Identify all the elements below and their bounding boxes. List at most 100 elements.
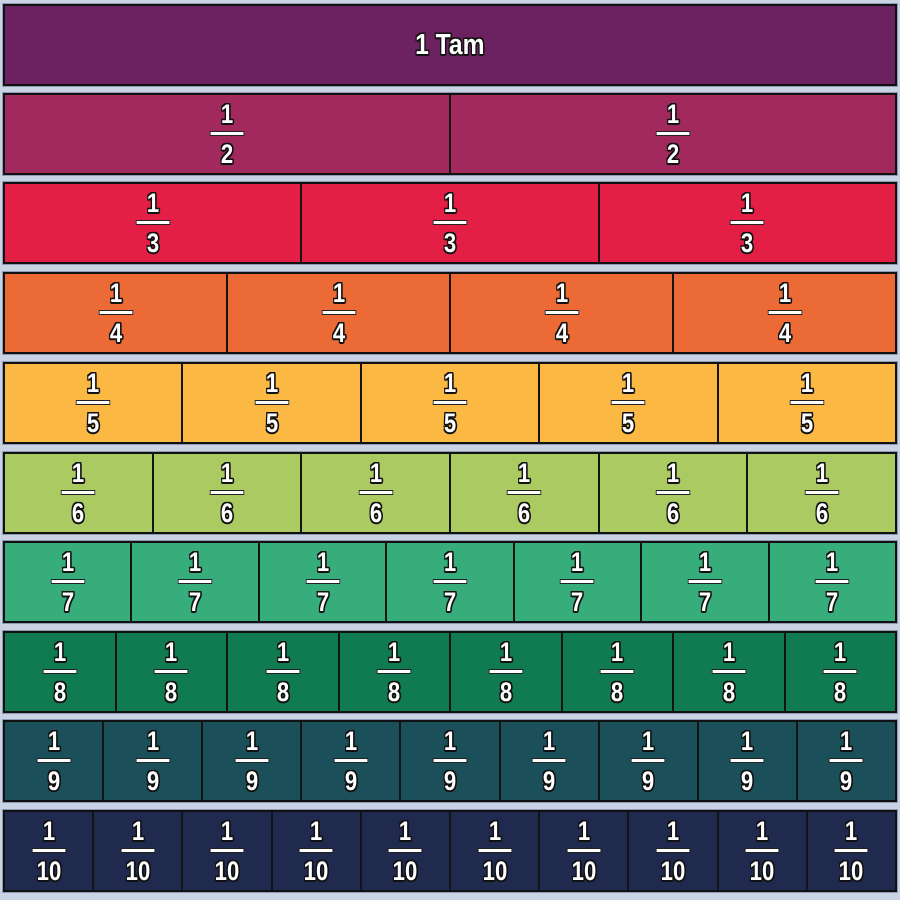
fraction-bar — [154, 670, 188, 673]
numerator: 1 — [265, 368, 278, 398]
denominator: 5 — [622, 408, 635, 438]
numerator: 1 — [666, 816, 680, 846]
fraction-bar — [299, 849, 333, 852]
denominator: 5 — [800, 408, 813, 438]
denominator: 5 — [87, 408, 100, 438]
numerator: 1 — [316, 547, 329, 577]
numerator: 1 — [518, 458, 531, 488]
numerator: 1 — [443, 726, 457, 756]
denominator: 7 — [443, 587, 457, 617]
fraction-bar — [730, 221, 764, 224]
numerator: 1 — [622, 368, 635, 398]
fraction-bar — [43, 670, 77, 673]
fraction-bar — [266, 670, 300, 673]
fraction-bar — [255, 401, 289, 404]
fraction-bar — [61, 491, 95, 494]
fraction-bar — [178, 580, 212, 583]
numerator: 1 — [443, 188, 457, 218]
numerator: 1 — [741, 726, 754, 756]
fraction-bar — [136, 221, 170, 224]
denominator: 4 — [778, 318, 791, 348]
fraction-bar — [688, 580, 722, 583]
numerator: 1 — [131, 816, 144, 846]
numerator: 1 — [571, 547, 584, 577]
fraction-bar — [433, 580, 467, 583]
numerator: 1 — [146, 726, 159, 756]
denominator: 6 — [220, 498, 234, 528]
fraction-bar — [359, 491, 393, 494]
denominator: 8 — [611, 677, 624, 707]
denominator: 6 — [815, 498, 828, 528]
denominator: 8 — [722, 677, 735, 707]
numerator: 1 — [399, 816, 412, 846]
denominator: 7 — [316, 587, 329, 617]
fraction-cell: 1 10 — [94, 812, 184, 890]
denominator: 8 — [834, 677, 847, 707]
fraction-bar — [600, 670, 634, 673]
fraction-bar — [532, 759, 566, 762]
denominator: 2 — [666, 139, 680, 169]
numerator: 1 — [443, 547, 457, 577]
denominator: 9 — [47, 766, 60, 796]
fraction-bar — [389, 849, 422, 852]
numerator: 1 — [61, 547, 74, 577]
denominator: 7 — [826, 587, 839, 617]
numerator: 1 — [109, 278, 122, 308]
numerator: 1 — [47, 726, 60, 756]
fraction-bar — [377, 670, 411, 673]
fraction-label: 1 10 — [835, 816, 868, 886]
numerator: 1 — [542, 726, 556, 756]
fraction-bar — [805, 491, 839, 494]
fraction-label: 1 10 — [478, 816, 512, 886]
fraction-label: 1 10 — [32, 816, 65, 886]
denominator: 6 — [72, 498, 85, 528]
fraction-bar — [507, 491, 541, 494]
denominator: 5 — [443, 408, 457, 438]
numerator: 1 — [443, 368, 457, 398]
numerator: 1 — [165, 637, 178, 667]
denominator: 9 — [642, 766, 655, 796]
fraction-bar — [136, 759, 170, 762]
fraction-cell: 1 10 — [451, 812, 541, 890]
denominator: 4 — [555, 318, 568, 348]
fraction-bar — [478, 849, 512, 852]
fraction-bar — [210, 132, 244, 135]
denominator: 9 — [840, 766, 853, 796]
fraction-label: 1 10 — [745, 816, 779, 886]
whole-row: 1 Tam — [3, 4, 897, 86]
numerator: 1 — [245, 726, 258, 756]
fraction-bar — [815, 580, 849, 583]
numerator: 1 — [778, 278, 791, 308]
numerator: 1 — [800, 368, 813, 398]
fraction-bar — [567, 849, 601, 852]
